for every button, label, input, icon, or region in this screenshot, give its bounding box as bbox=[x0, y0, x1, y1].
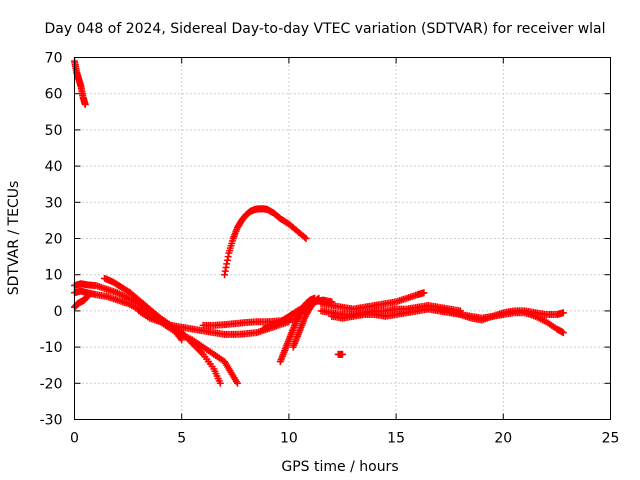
chart-title: Day 048 of 2024, Sidereal Day-to-day VTE… bbox=[44, 21, 605, 37]
data-point bbox=[559, 309, 567, 317]
y-tick-label: 10 bbox=[45, 268, 63, 284]
y-tick-label: 40 bbox=[45, 159, 63, 175]
data-point bbox=[301, 233, 309, 241]
data-point bbox=[178, 336, 186, 344]
data-point bbox=[302, 235, 310, 242]
x-tick-label: 10 bbox=[280, 431, 298, 447]
grid-layer bbox=[74, 57, 611, 420]
series-arc-early-high bbox=[71, 57, 89, 109]
y-tick-label: 60 bbox=[45, 87, 63, 103]
x-axis-label: GPS time / hours bbox=[281, 459, 398, 475]
series-arc-start-rise bbox=[71, 292, 91, 311]
series-arc-isolated bbox=[334, 350, 346, 358]
y-tick-label: -10 bbox=[40, 340, 63, 356]
data-point bbox=[420, 289, 428, 297]
series-arc-late-4 bbox=[435, 305, 567, 324]
data-point bbox=[559, 329, 567, 337]
x-tick-label: 20 bbox=[494, 431, 512, 447]
series-arc-dome bbox=[221, 205, 310, 279]
y-tick-label: -20 bbox=[40, 376, 63, 392]
x-tick-label: 5 bbox=[177, 431, 186, 447]
y-tick-label: -30 bbox=[40, 413, 63, 429]
y-tick-label: 50 bbox=[45, 123, 63, 139]
series-arc-late-1 bbox=[317, 289, 428, 313]
data-point bbox=[81, 101, 89, 109]
y-axis-label: SDTVAR / TECUs bbox=[6, 181, 22, 296]
x-tick-label: 0 bbox=[70, 431, 79, 447]
data-point bbox=[233, 379, 241, 387]
x-tick-label: 15 bbox=[387, 431, 405, 447]
y-tick-label: 30 bbox=[45, 195, 63, 211]
data-point bbox=[83, 292, 91, 300]
y-tick-label: 20 bbox=[45, 232, 63, 248]
plot-frame bbox=[74, 57, 611, 420]
y-tick-label: 0 bbox=[54, 304, 63, 320]
data-point bbox=[216, 379, 224, 387]
data-point bbox=[339, 350, 346, 358]
x-tick-label: 25 bbox=[602, 431, 620, 447]
y-tick-label: 70 bbox=[45, 51, 63, 67]
data-points bbox=[71, 57, 567, 387]
tick-layer: 0 5 10 15 20 25 -30 -20 -10 0 10 20 30 40 50 60 70 bbox=[40, 51, 620, 447]
